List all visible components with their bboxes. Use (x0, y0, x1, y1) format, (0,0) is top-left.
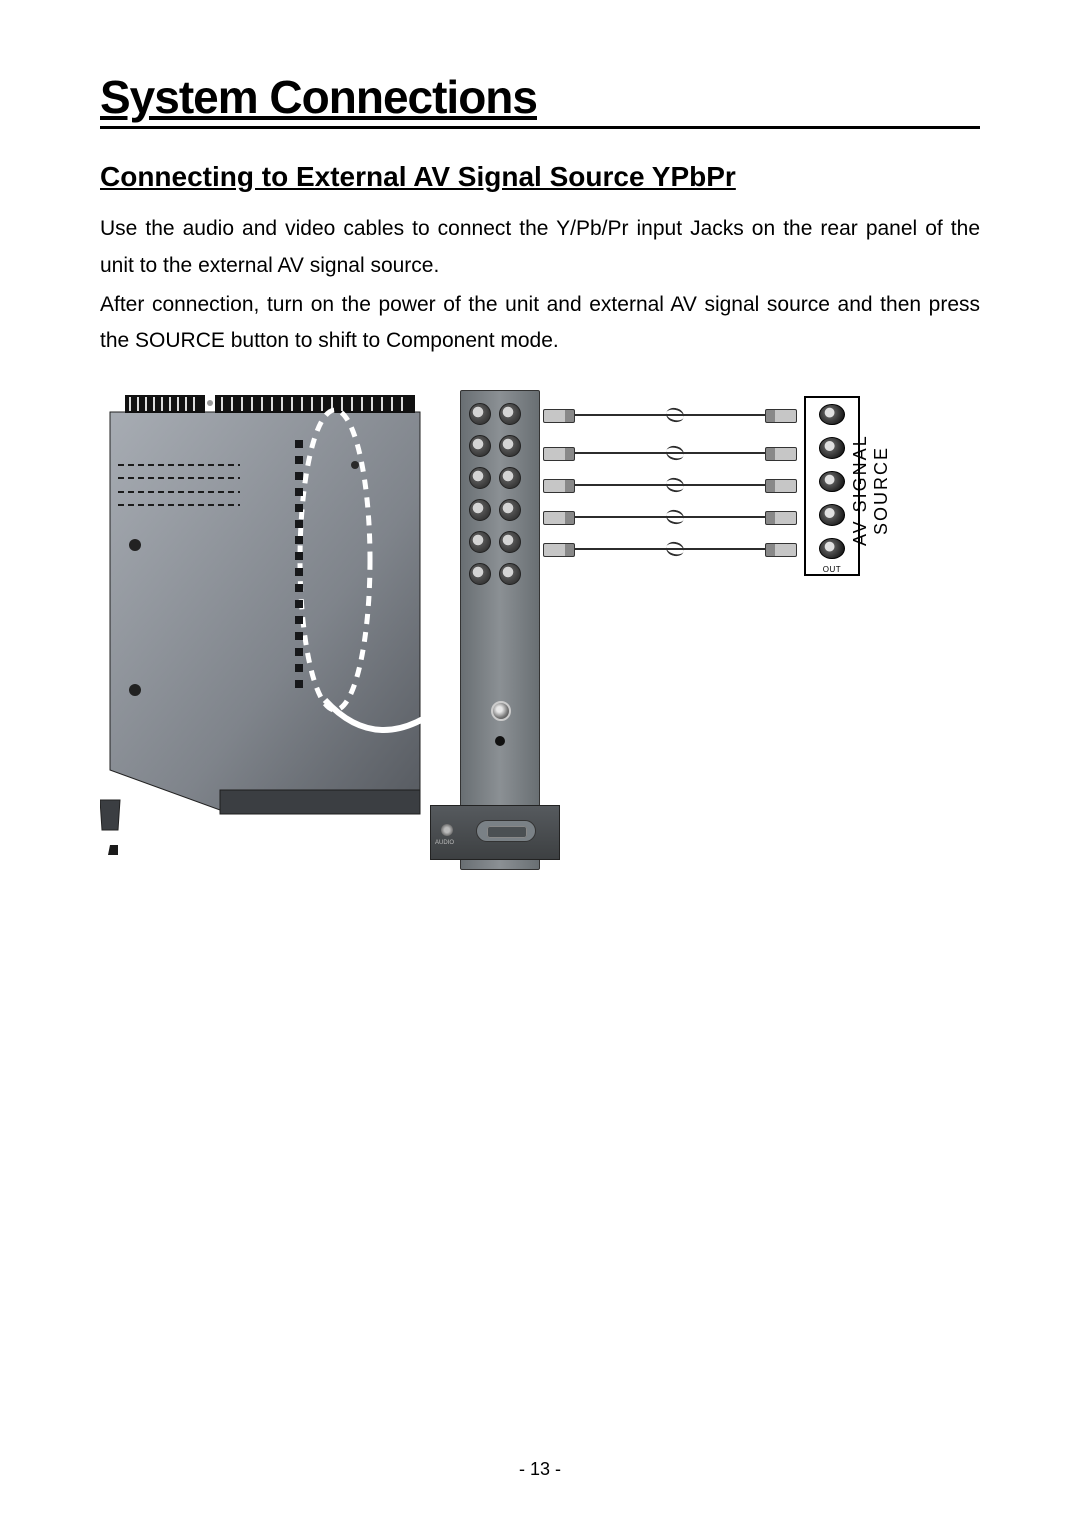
page-number: - 13 - (0, 1459, 1080, 1480)
av-cable (575, 414, 765, 416)
input-jack (499, 563, 521, 585)
rf-coax-jack (491, 701, 511, 721)
av-output-jack (819, 437, 845, 458)
av-output-jack (819, 404, 845, 425)
input-jack (499, 531, 521, 553)
input-jack (469, 531, 491, 553)
input-jack (499, 467, 521, 489)
input-jack (469, 467, 491, 489)
audio-jack (441, 824, 453, 836)
section-title: Connecting to External AV Signal Source … (100, 161, 980, 193)
rear-connector-panel (460, 390, 540, 870)
input-jack (469, 403, 491, 425)
vga-port (476, 820, 536, 842)
instruction-paragraph-2: After connection, turn on the power of t… (100, 287, 980, 361)
av-output-jack (819, 504, 845, 525)
av-cable (575, 548, 765, 550)
input-jack-grid (469, 403, 533, 595)
av-output-jack (819, 538, 845, 559)
input-jack (469, 435, 491, 457)
av-output-jack (819, 471, 845, 492)
av-cable (575, 516, 765, 518)
connection-diagram: AUDIO OUT AV SIGNAL SOURCE (100, 390, 860, 870)
av-signal-source-label: AV SIGNAL SOURCE (850, 400, 892, 580)
instruction-paragraph-1: Use the audio and video cables to connec… (100, 211, 980, 285)
input-jack (499, 499, 521, 521)
audio-label: AUDIO (435, 840, 454, 846)
av-out-label: OUT (823, 565, 841, 574)
page-title: System Connections (100, 70, 980, 129)
input-jack (499, 403, 521, 425)
input-jack (469, 563, 491, 585)
av-cable (575, 484, 765, 486)
bottom-io-panel: AUDIO (430, 805, 560, 860)
input-jack (469, 499, 491, 521)
input-jack (499, 435, 521, 457)
dc-power-jack (495, 736, 505, 746)
av-cable (575, 452, 765, 454)
